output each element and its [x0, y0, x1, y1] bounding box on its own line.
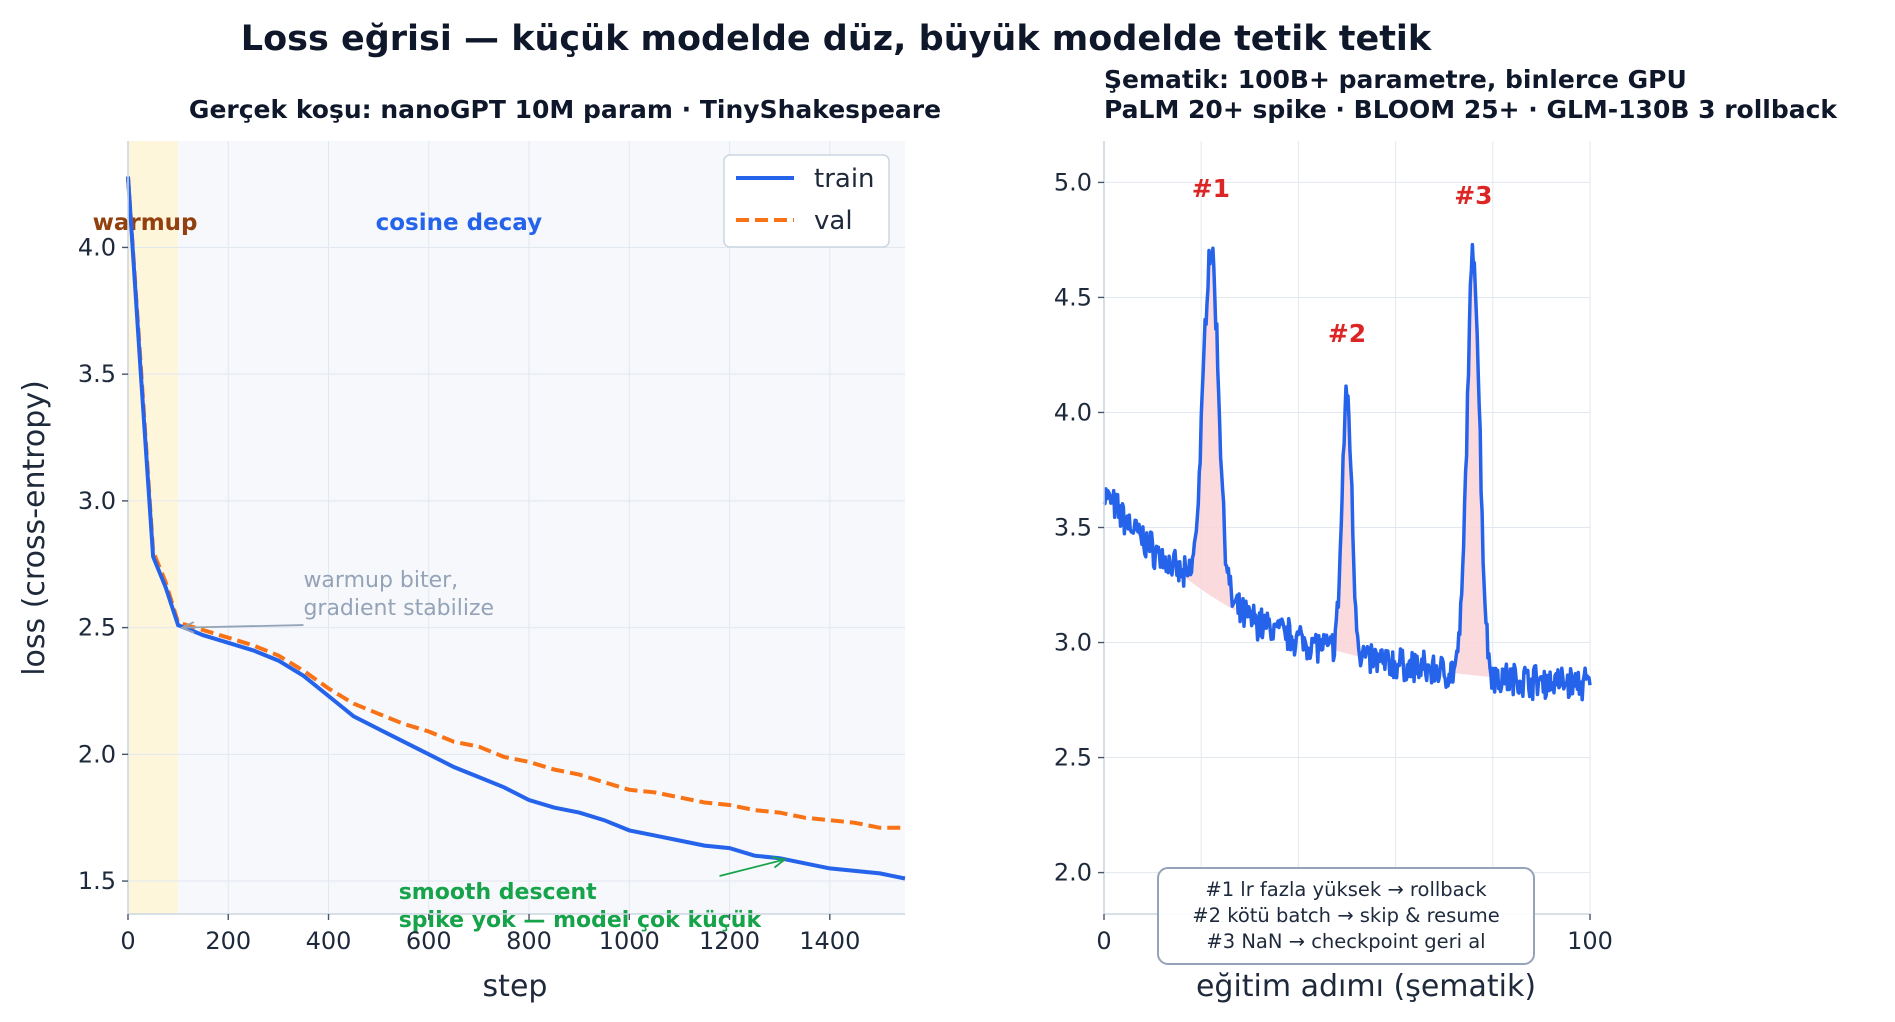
right-chart-title-line-2: PaLM 20+ spike · BLOOM 25+ · GLM-130B 3 …: [1104, 95, 1838, 124]
right-x-axis-label: eğitim adımı (şematik): [1196, 969, 1536, 1004]
right-y-tick-label: 5.0: [1054, 168, 1092, 196]
left-y-tick-label: 4.0: [78, 233, 116, 261]
right-chart: Şematik: 100B+ parametre, binlerce GPU P…: [1054, 65, 1839, 1004]
warmup-annotation-line-1: warmup biter,: [303, 568, 458, 593]
left-x-tick-label: 1000: [599, 927, 660, 955]
legend-train-label: train: [814, 164, 875, 194]
right-y-tick-label: 3.5: [1054, 514, 1092, 542]
smooth-annotation-arrow: [719, 858, 785, 877]
spike-label: #3: [1454, 181, 1492, 210]
right-y-tick-label: 3.0: [1054, 629, 1092, 657]
left-y-ticks: 1.5 2.0 2.5 3.0 3.5 4.0: [78, 233, 128, 895]
right-chart-title-line-1: Şematik: 100B+ parametre, binlerce GPU: [1104, 65, 1687, 94]
left-y-tick-label: 2.0: [78, 740, 116, 768]
right-y-tick-label: 2.0: [1054, 859, 1092, 887]
spike-labels: #1 #2 #3: [1192, 174, 1493, 348]
right-y-tick-label: 4.5: [1054, 283, 1092, 311]
figure-title: Loss eğrisi — küçük modelde düz, büyük m…: [241, 19, 1432, 59]
right-y-ticks: 2.0 2.5 3.0 3.5 4.0 4.5 5.0: [1054, 168, 1104, 887]
note-line-3: #3 NaN → checkpoint geri al: [1206, 930, 1485, 953]
note-line-2: #2 kötü batch → skip & resume: [1192, 904, 1499, 927]
left-x-tick-label: 600: [406, 927, 452, 955]
smooth-annotation-line-2: spike yok — model çok küçük: [399, 908, 763, 933]
spike-fills: [1186, 249, 1493, 678]
warmup-annotation-arrow: [182, 624, 304, 629]
schematic-loss-line: [1102, 242, 1592, 702]
left-axes: [127, 141, 905, 915]
left-chart-title: Gerçek koşu: nanoGPT 10M param · TinySha…: [189, 95, 941, 124]
left-y-tick-label: 2.5: [78, 614, 116, 642]
left-x-tick-label: 1400: [799, 927, 860, 955]
right-x-tick-label: 100: [1567, 927, 1613, 955]
left-y-axis-label: loss (cross-entropy): [17, 380, 52, 676]
left-x-tick-label: 800: [506, 927, 552, 955]
legend: train val: [723, 154, 890, 248]
legend-val-label: val: [814, 206, 853, 236]
right-y-tick-label: 2.5: [1054, 744, 1092, 772]
smooth-annotation-arrowhead: [771, 856, 787, 869]
left-y-tick-label: 1.5: [78, 867, 116, 895]
left-x-tick-label: 0: [120, 927, 135, 955]
left-x-tick-label: 200: [205, 927, 251, 955]
warmup-annotation-line-2: gradient stabilize: [303, 596, 494, 621]
warmup-annotation: warmup biter, gradient stabilize: [303, 568, 494, 621]
right-x-ticks: 0 100: [1096, 914, 1613, 955]
left-x-tick-label: 400: [306, 927, 352, 955]
spike-label: #2: [1328, 319, 1366, 348]
right-y-tick-label: 4.0: [1054, 398, 1092, 426]
left-x-axis-label: step: [483, 969, 548, 1004]
spike-label: #1: [1192, 174, 1230, 203]
warmup-annotation-arrowhead: [179, 621, 195, 634]
train-line: [126, 176, 906, 881]
warmup-label: warmup: [93, 210, 198, 236]
left-y-tick-label: 3.0: [78, 487, 116, 515]
left-chart: Gerçek koşu: nanoGPT 10M param · TinySha…: [17, 95, 941, 1004]
smooth-annotation: smooth descent spike yok — model çok küç…: [399, 880, 763, 933]
left-x-tick-label: 1200: [699, 927, 760, 955]
left-y-tick-label: 3.5: [78, 360, 116, 388]
val-line: [126, 176, 905, 830]
left-x-ticks: 0 200 400 600 800 1000 1200 1400: [120, 914, 860, 955]
smooth-annotation-line-1: smooth descent: [399, 880, 597, 905]
cosine-region: [178, 141, 905, 914]
left-grid: [127, 141, 905, 914]
note-box-frame: [1157, 867, 1535, 965]
note-line-1: #1 lr fazla yüksek → rollback: [1205, 878, 1487, 901]
right-x-tick-label: 0: [1096, 927, 1111, 955]
spike-note-box: #1 lr fazla yüksek → rollback #2 kötü ba…: [1157, 867, 1535, 965]
cosine-decay-label: cosine decay: [376, 210, 543, 236]
